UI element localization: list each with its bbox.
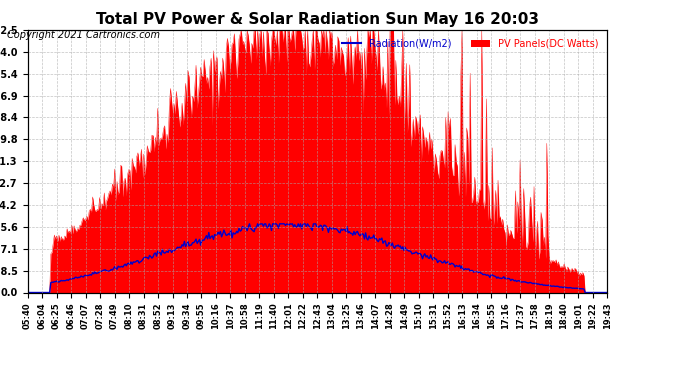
Title: Total PV Power & Solar Radiation Sun May 16 20:03: Total PV Power & Solar Radiation Sun May… bbox=[96, 12, 539, 27]
Text: Copyright 2021 Cartronics.com: Copyright 2021 Cartronics.com bbox=[7, 30, 160, 39]
Legend: Radiation(W/m2), PV Panels(DC Watts): Radiation(W/m2), PV Panels(DC Watts) bbox=[337, 35, 602, 52]
